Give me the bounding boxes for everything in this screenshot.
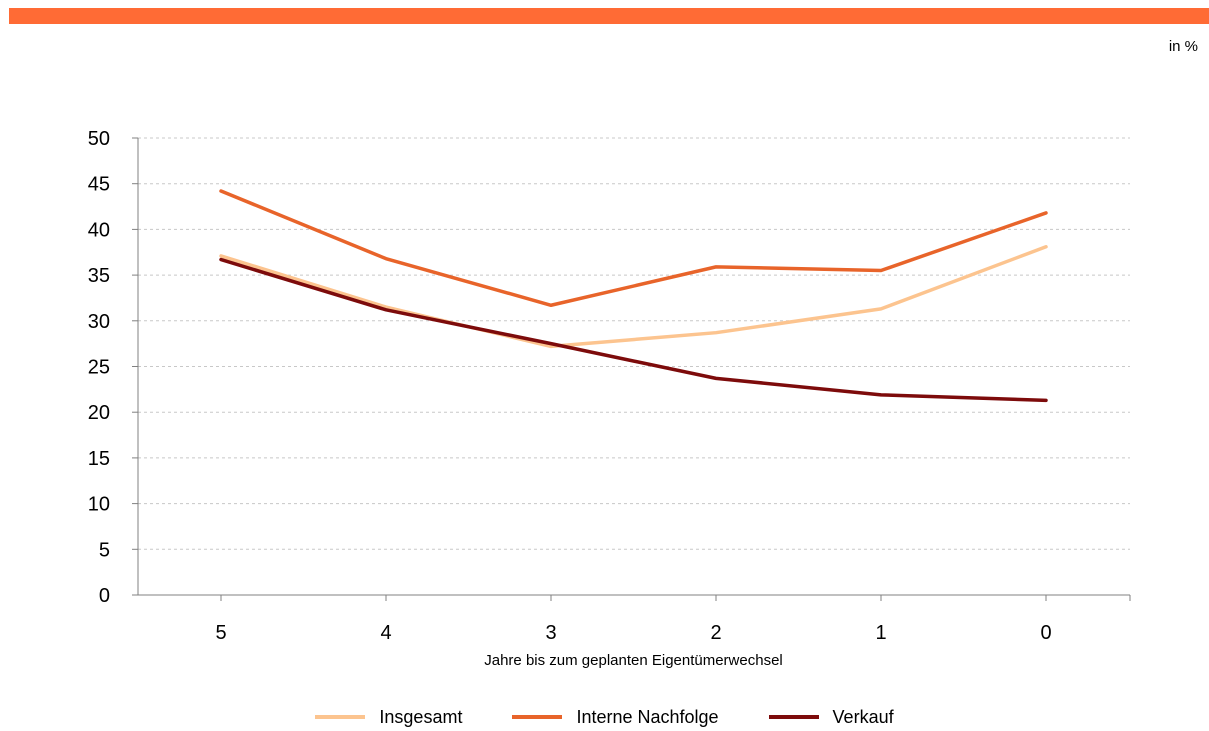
y-tick-label: 45: [88, 174, 110, 196]
legend-label: Interne Nachfolge: [576, 706, 719, 727]
legend-swatch: [512, 715, 563, 719]
legend-swatch: [315, 715, 366, 719]
legend: Insgesamt Interne Nachfolge Verkauf: [0, 704, 1209, 730]
x-tick-label: 2: [710, 622, 721, 644]
series-line-1: [219, 189, 1048, 308]
x-axis-title: Jahre bis zum geplanten Eigentümerwechse…: [484, 652, 783, 669]
y-tick-label: 30: [88, 311, 110, 333]
y-tick-label: 35: [88, 265, 110, 287]
axes: [132, 137, 1131, 601]
x-tick-label: 0: [1040, 622, 1051, 644]
y-tick-label: 20: [88, 402, 110, 424]
unit-label: in %: [1168, 38, 1198, 55]
legend-swatch: [768, 715, 819, 719]
y-tick-label: 5: [99, 539, 110, 561]
series-lines: [219, 189, 1048, 403]
x-tick-label: 4: [380, 622, 391, 644]
y-tick-label: 25: [88, 357, 110, 379]
legend-label: Insgesamt: [379, 706, 463, 727]
legend-item: Interne Nachfolge: [512, 706, 719, 728]
x-tick-label: 1: [875, 622, 886, 644]
y-tick-label: 15: [88, 448, 110, 470]
series-line-0: [219, 245, 1048, 349]
y-tick-label: 50: [88, 128, 110, 150]
y-tick-label: 0: [99, 585, 110, 607]
x-tick-label: 5: [215, 622, 226, 644]
y-tick-label: 40: [88, 219, 110, 241]
grid-lines: [138, 137, 1130, 550]
legend-label: Verkauf: [832, 706, 894, 727]
legend-item: Insgesamt: [315, 707, 462, 728]
legend-item: Verkauf: [768, 706, 894, 728]
series-line-2: [219, 257, 1048, 403]
y-tick-label: 10: [88, 494, 110, 516]
x-tick-label: 3: [545, 622, 556, 644]
top-accent-bar: [9, 8, 1209, 24]
